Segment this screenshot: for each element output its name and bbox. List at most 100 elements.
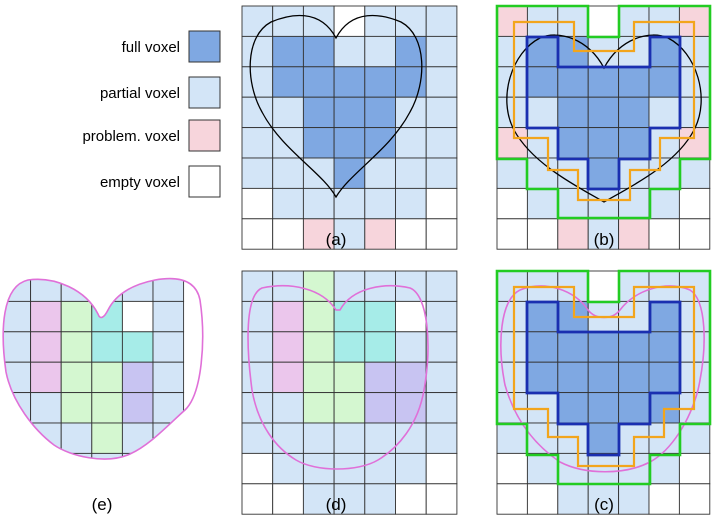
- partial-voxel: [587, 452, 620, 485]
- partial-voxel: [395, 157, 427, 189]
- region-voxel: [272, 361, 304, 394]
- legend-label-empty: empty voxel: [100, 174, 180, 191]
- full-voxel: [648, 300, 680, 333]
- partial-voxel: [241, 331, 274, 363]
- region-voxel: [91, 422, 123, 454]
- full-voxel: [333, 96, 366, 129]
- partial-voxel: [425, 35, 458, 68]
- partial-voxel: [241, 300, 274, 333]
- full-voxel: [302, 96, 335, 129]
- partial-voxel: [272, 157, 304, 189]
- partial-voxel: [272, 422, 304, 454]
- partial-voxel: [678, 157, 711, 189]
- empty-voxel: [425, 452, 458, 485]
- full-voxel: [557, 361, 589, 394]
- legend: full voxel partial voxel problem. voxel …: [82, 30, 221, 198]
- partial-voxel: [333, 218, 366, 250]
- full-voxel: [587, 66, 620, 98]
- partial-voxel: [241, 66, 274, 98]
- empty-voxel: [395, 483, 427, 515]
- partial-voxel: [364, 157, 396, 189]
- partial-voxel: [425, 157, 458, 189]
- orange-middle-boundary: [512, 20, 696, 202]
- empty-voxel: [152, 452, 185, 460]
- empty-voxel: [425, 187, 458, 220]
- green-outer-boundary: [495, 269, 712, 486]
- region-voxel: [121, 331, 154, 363]
- full-voxel: [648, 361, 680, 394]
- partial-voxel: [557, 422, 589, 454]
- blue-inner-boundary: [525, 35, 682, 191]
- partial-voxel: [557, 187, 589, 220]
- legend-label-partial: partial voxel: [100, 85, 180, 102]
- partial-voxel: [587, 187, 620, 220]
- full-voxel: [364, 66, 396, 98]
- legend-label-full: full voxel: [122, 39, 180, 56]
- region-voxel: [364, 361, 396, 394]
- blue-inner-boundary: [525, 300, 682, 457]
- region-voxel: [91, 331, 123, 363]
- partial-voxel: [618, 483, 650, 515]
- partial-voxel: [152, 331, 185, 363]
- region-voxel: [91, 300, 123, 333]
- empty-voxel: [496, 452, 528, 485]
- full-voxel: [587, 331, 620, 363]
- region-voxel: [395, 361, 427, 394]
- partial-voxel: [333, 35, 366, 68]
- full-voxel: [618, 331, 650, 363]
- orange-middle-boundary: [512, 285, 696, 468]
- region-voxel: [302, 270, 335, 302]
- full-voxel: [618, 392, 650, 424]
- full-voxel: [557, 127, 589, 159]
- full-voxel: [618, 361, 650, 394]
- region-voxel: [121, 392, 154, 424]
- partial-voxel: [3, 278, 32, 302]
- region-voxel: [91, 392, 123, 424]
- partial-voxel: [425, 361, 458, 394]
- partial-voxel: [395, 127, 427, 159]
- region-voxel: [333, 392, 366, 424]
- empty-voxel: [241, 187, 274, 220]
- panel-label-a: (a): [326, 230, 347, 249]
- partial-voxel: [557, 452, 589, 485]
- region-voxel: [364, 392, 396, 424]
- region-voxel: [60, 392, 93, 424]
- full-voxel: [364, 96, 396, 129]
- smooth-surface-curve: [2, 277, 204, 460]
- empty-voxel: [121, 300, 154, 333]
- legend-swatch-empty: [188, 165, 221, 198]
- region-voxel: [30, 331, 62, 363]
- partial-voxel: [333, 270, 366, 302]
- region-voxel: [302, 300, 335, 333]
- partial-voxel: [30, 392, 62, 424]
- panel-c: (c): [495, 269, 712, 515]
- full-voxel: [648, 35, 680, 68]
- region-voxel: [30, 361, 62, 394]
- full-voxel: [618, 127, 650, 159]
- partial-voxel: [30, 452, 62, 460]
- empty-voxel: [526, 483, 559, 515]
- partial-voxel: [3, 422, 32, 454]
- full-voxel: [526, 361, 559, 394]
- full-voxel: [272, 66, 304, 98]
- partial-voxel: [364, 483, 396, 515]
- empty-voxel: [587, 5, 620, 37]
- partial-voxel: [241, 422, 274, 454]
- partial-voxel: [425, 422, 458, 454]
- partial-voxel: [91, 452, 123, 460]
- full-voxel: [587, 422, 620, 454]
- partial-voxel: [272, 187, 304, 220]
- region-voxel: [272, 300, 304, 333]
- partial-voxel: [272, 452, 304, 485]
- partial-voxel: [302, 157, 335, 189]
- full-voxel: [557, 66, 589, 98]
- full-voxel: [587, 96, 620, 129]
- panel-label-c: (c): [594, 495, 614, 514]
- partial-voxel: [60, 278, 93, 302]
- full-voxel: [364, 127, 396, 159]
- partial-voxel: [526, 452, 559, 485]
- empty-voxel: [395, 300, 427, 333]
- partial-voxel: [496, 422, 528, 454]
- region-voxel: [121, 361, 154, 394]
- full-voxel: [557, 331, 589, 363]
